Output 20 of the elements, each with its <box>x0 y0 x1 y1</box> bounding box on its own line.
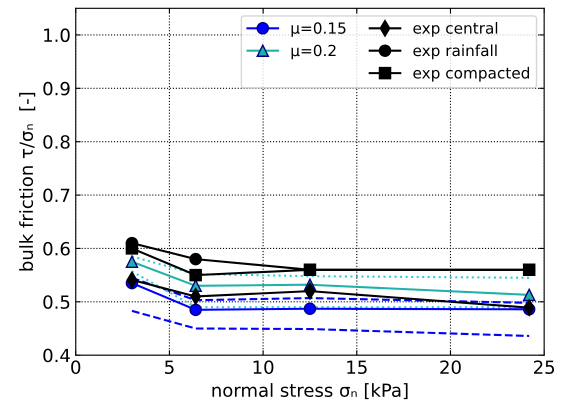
y-tick-label: 0.9 <box>43 82 70 96</box>
x-tick-label: 25 <box>534 360 554 374</box>
x-tick-label: 0 <box>71 360 80 374</box>
x-axis-title: normal stress σₙ [kPa] <box>212 383 408 400</box>
x-tick-label: 20 <box>440 360 461 374</box>
x-tick-label: 5 <box>165 360 174 374</box>
legend-label: exp rainfall <box>413 44 497 60</box>
x-tick-label: 10 <box>254 360 274 374</box>
legend-label: μ=0.15 <box>292 22 346 37</box>
y-tick-label: 0.7 <box>43 188 70 202</box>
y-tick-label: 0.8 <box>43 135 70 149</box>
y-tick-label: 0.4 <box>43 348 70 362</box>
legend-label: μ=0.2 <box>292 44 336 60</box>
legend-label: exp compacted <box>413 66 530 82</box>
x-tick-label: 15 <box>347 360 367 374</box>
y-axis-title: bulk friction τ/σₙ [-] <box>19 92 36 270</box>
legend-label: exp central <box>413 22 498 37</box>
y-tick-label: 0.6 <box>43 242 70 256</box>
y-tick-label: 1.0 <box>44 28 70 42</box>
y-tick-label: 0.5 <box>43 295 70 309</box>
